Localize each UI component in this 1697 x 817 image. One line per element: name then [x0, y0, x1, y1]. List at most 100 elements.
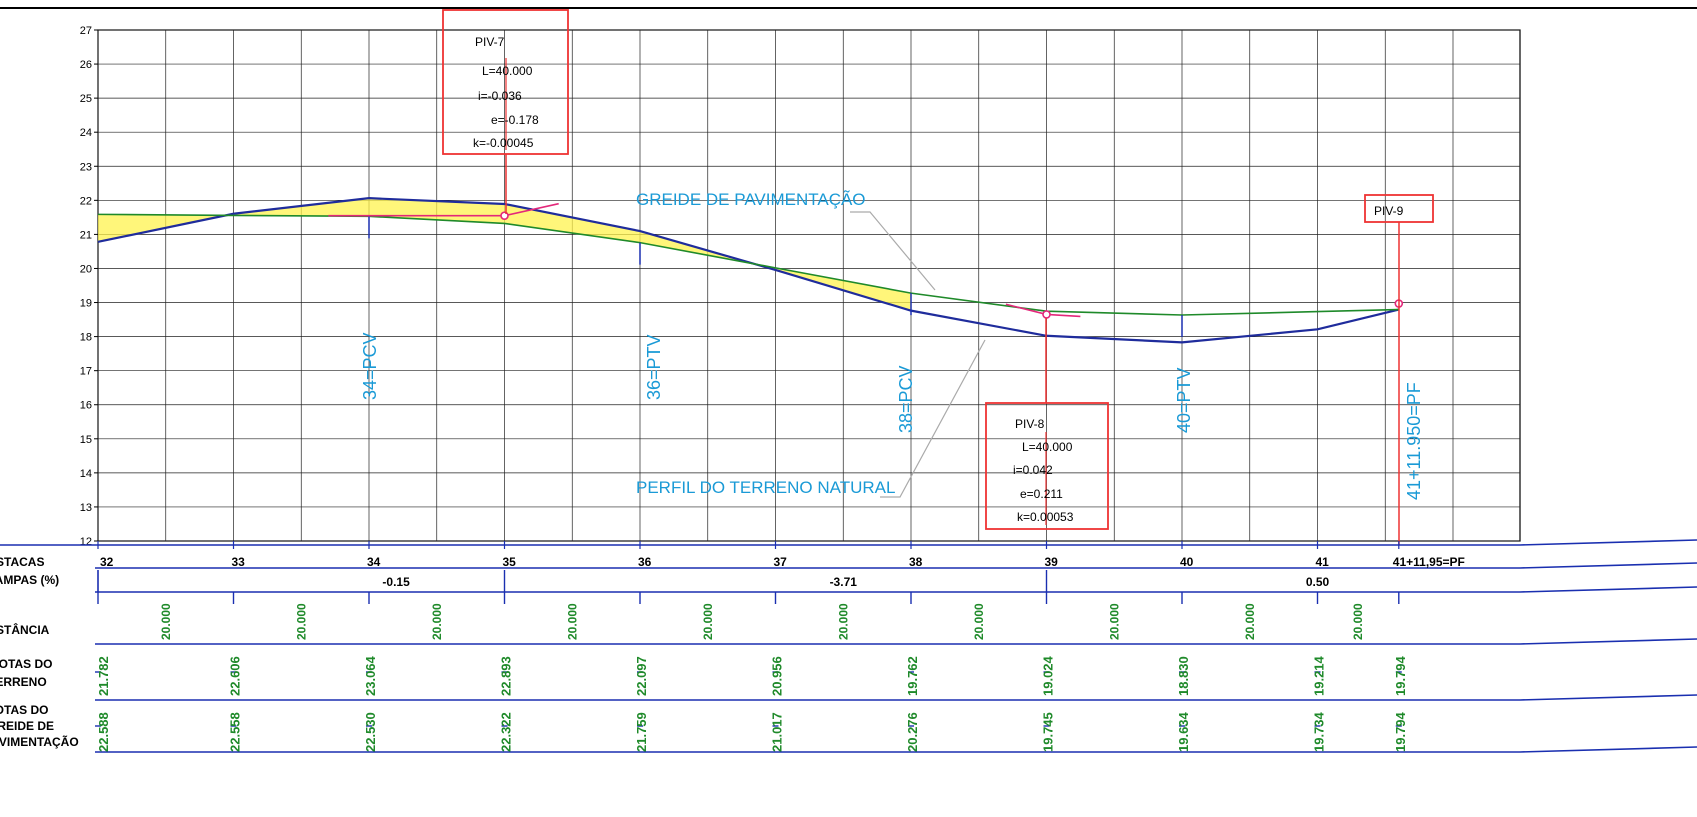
piv-7-title: PIV-7 — [475, 35, 505, 49]
cota-terreno-value: 21.782 — [96, 656, 111, 696]
distance-value: 20.000 — [1243, 603, 1257, 640]
rampa-value: -0.15 — [382, 575, 410, 589]
cota-terreno-value: 22.893 — [499, 656, 514, 696]
ptv-40-label: 40=PTV — [1174, 367, 1194, 433]
elevation-tick-label: 19 — [80, 298, 92, 310]
piv-7-point — [500, 211, 509, 220]
station-label: 41+11,95=PF — [1393, 555, 1465, 569]
elevation-tick-label: 27 — [80, 25, 92, 37]
pf-label: 41+11.950=PF — [1404, 382, 1424, 500]
cota-terreno-value: 19.024 — [1041, 655, 1056, 696]
distance-value: 20.000 — [1351, 603, 1365, 640]
piv-8-annotation: PIV-8 L=40.000 i=0.042 e=0.211 k=0.00053 — [985, 318, 1109, 530]
table-lines — [0, 539, 1697, 753]
cota-greide-value: 19.794 — [1393, 711, 1408, 752]
piv-9-box — [1364, 194, 1434, 223]
ptv-36-label: 36=PTV — [644, 334, 664, 400]
piv-7-annotation: PIV-7 L=40.000 i=-0.036 e=-0.178 k=-0.00… — [442, 9, 569, 214]
elevation-tick-label: 12 — [80, 536, 92, 548]
table-row-line-end — [1519, 562, 1697, 569]
cota-terreno-value: 19.794 — [1393, 655, 1408, 696]
elevation-tick-label: 21 — [80, 229, 92, 241]
distance-value: 20.000 — [159, 603, 173, 640]
station-label: 37 — [774, 555, 788, 569]
row-header-estacas: ESTACAS — [0, 555, 44, 569]
table-row-line-end — [1519, 539, 1697, 546]
piv-9-annotation: PIV-9 — [1364, 194, 1434, 545]
cota-terreno-value: 22.097 — [634, 656, 649, 696]
piv-8-l: L=40.000 — [1022, 440, 1073, 454]
row-header-cotas-greide-2: GREIDE DE — [0, 719, 54, 733]
piv-7-k: k=-0.00045 — [473, 136, 534, 150]
greide-label: GREIDE DE PAVIMENTAÇÃO — [636, 190, 866, 209]
distance-value: 20.000 — [565, 603, 579, 640]
cota-terreno-value: 23.064 — [363, 655, 378, 696]
cota-greide-value: 21.017 — [770, 712, 785, 752]
table-cells: 32 33 34 35 36 37 38 39 40 41 41+11,95=PF -0.15 -3.7… — [95, 541, 1465, 752]
rampa-value: 0.50 — [1306, 575, 1330, 589]
station-label: 35 — [503, 555, 517, 569]
cota-greide-value: 19.734 — [1312, 711, 1327, 752]
row-header-distancia: DISTÂNCIA — [0, 622, 50, 637]
greide-line — [97, 213, 1399, 316]
terreno-label: PERFIL DO TERRENO NATURAL — [636, 478, 895, 497]
cota-terreno-value: 19.762 — [905, 656, 920, 696]
row-header-cotas-greide-3: PAVIMENTAÇÃO — [0, 734, 79, 749]
piv-7-l: L=40.000 — [482, 64, 533, 78]
cota-greide-value: 19.745 — [1041, 712, 1056, 752]
profile-data-table: ESTACAS RAMPAS (%) DISTÂNCIA COTAS DO TE… — [0, 539, 1697, 753]
elevation-tick-label: 15 — [80, 434, 92, 446]
elevation-tick-label: 26 — [80, 59, 92, 71]
station-label: 40 — [1180, 555, 1194, 569]
pcv-34-label: 34=PCV — [360, 332, 380, 400]
table-row-line-end — [1519, 638, 1697, 645]
cota-greide-value: 20.276 — [905, 712, 920, 752]
rampa-value: -3.71 — [830, 575, 858, 589]
piv-8-point — [1042, 310, 1051, 319]
station-label: 34 — [367, 555, 381, 569]
cota-greide-value: 22.530 — [363, 712, 378, 752]
cota-terreno-value: 22.606 — [228, 656, 243, 696]
piv-8-box — [985, 402, 1109, 530]
cota-greide-value: 22.588 — [96, 712, 111, 752]
table-row-line-end — [1519, 694, 1697, 701]
terrain-profile-line — [97, 197, 1400, 344]
terreno-label-leader — [880, 339, 986, 498]
row-header-cotas-greide-1: COTAS DO — [0, 703, 48, 717]
distance-value: 20.000 — [1107, 603, 1121, 640]
cota-terreno-value: 18.830 — [1176, 656, 1191, 696]
elevation-tick-label: 23 — [80, 161, 92, 173]
profile-plot: 12 13 14 15 16 17 18 19 20 21 22 23 24 25 26 27 — [80, 25, 1521, 548]
station-label: 32 — [100, 555, 114, 569]
elevation-tick-label: 14 — [80, 468, 92, 480]
row-header-cotas-terreno-1: COTAS DO — [0, 657, 52, 671]
piv-8-e: e=0.211 — [1020, 487, 1063, 501]
elevation-tick-label: 17 — [80, 366, 92, 378]
elevation-tick-label: 24 — [80, 127, 92, 139]
station-label: 36 — [638, 555, 652, 569]
elevation-tick-label: 25 — [80, 93, 92, 105]
piv-8-k: k=0.00053 — [1017, 510, 1074, 524]
pcv-38-label: 38=PCV — [896, 365, 916, 433]
station-label: 33 — [232, 555, 246, 569]
row-header-cotas-terreno-2: TERRENO — [0, 675, 47, 689]
cota-greide-value: 22.322 — [499, 712, 514, 752]
piv-8-title: PIV-8 — [1015, 417, 1045, 431]
greide-label-leader — [850, 211, 936, 291]
cota-terreno-value: 19.214 — [1312, 655, 1327, 696]
row-header-rampas: RAMPAS (%) — [0, 573, 59, 587]
curve-markers — [328, 202, 1404, 338]
cota-terreno-value: 20.956 — [770, 656, 785, 696]
station-label: 38 — [909, 555, 923, 569]
cota-greide-value: 19.634 — [1176, 711, 1191, 752]
distance-value: 20.000 — [430, 603, 444, 640]
elevation-tick-label: 22 — [80, 195, 92, 207]
distance-value: 20.000 — [836, 603, 850, 640]
piv-7-e: e=-0.178 — [491, 113, 539, 127]
cota-greide-value: 22.558 — [228, 712, 243, 752]
table-row-line-end — [1519, 586, 1697, 593]
piv-8-i: i=0.042 — [1013, 463, 1053, 477]
piv-7-box — [442, 9, 569, 155]
plot-grid — [97, 29, 1521, 542]
